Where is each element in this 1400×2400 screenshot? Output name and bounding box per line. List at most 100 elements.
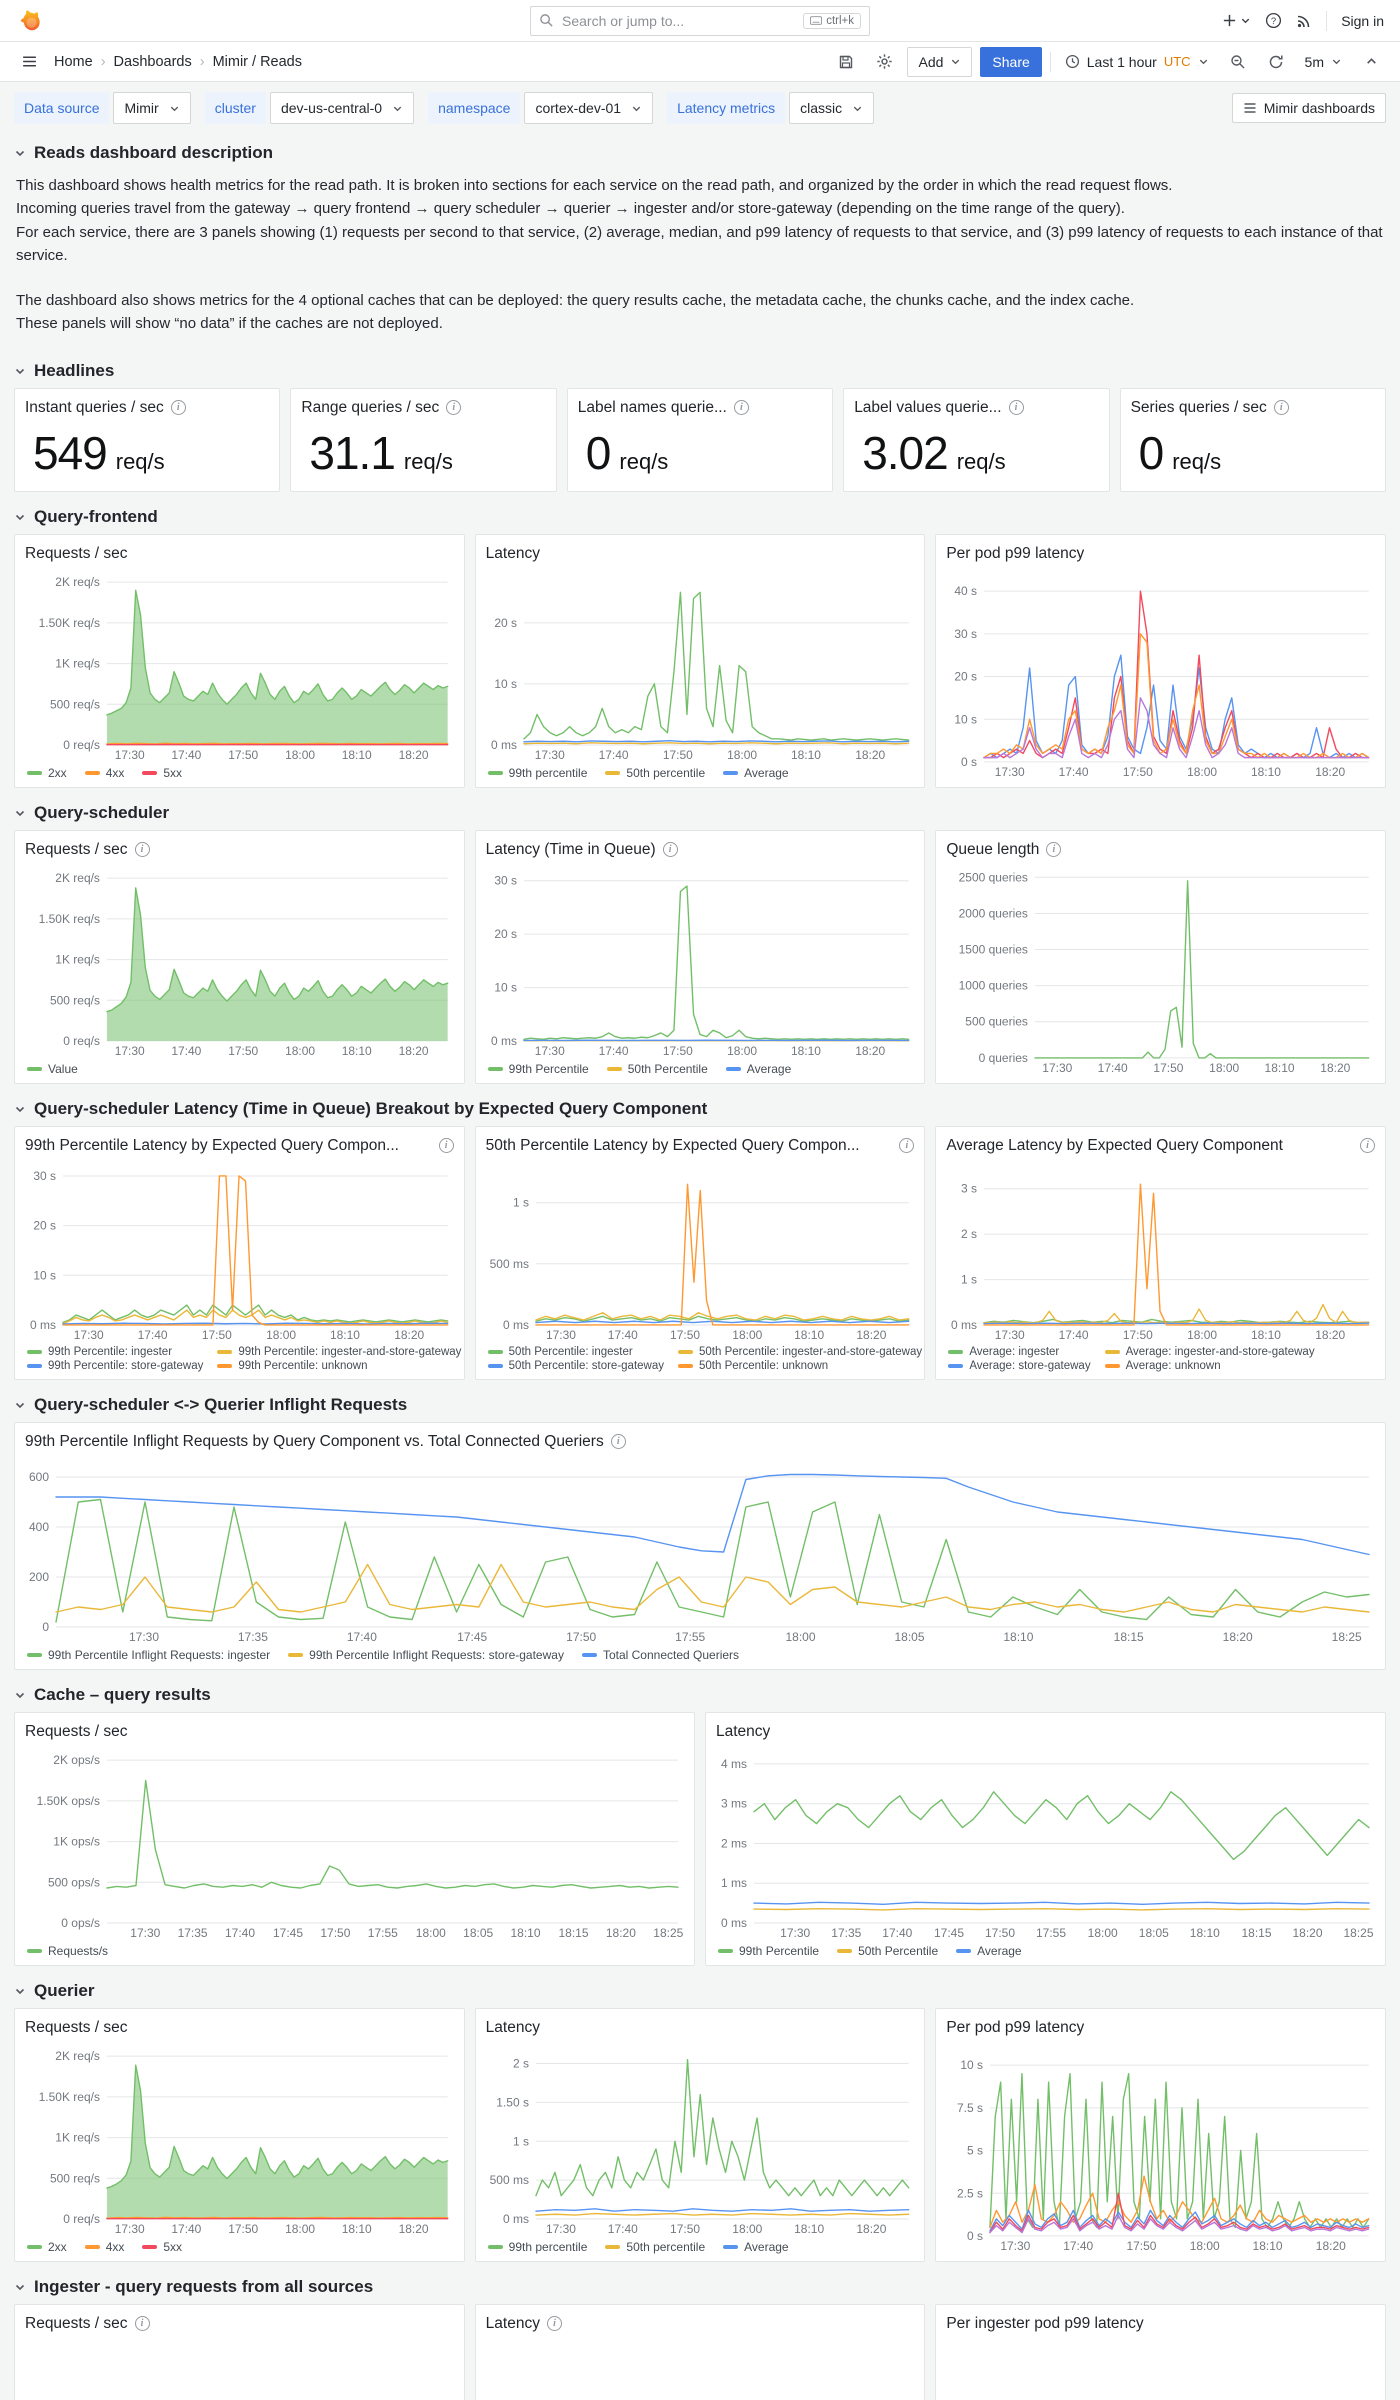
legend-item[interactable]: 99th Percentile <box>487 1062 589 1076</box>
info-icon[interactable]: i <box>134 842 150 857</box>
variable-label[interactable]: namespace <box>428 92 521 124</box>
panel-header[interactable]: Latency <box>485 2018 540 2036</box>
info-icon[interactable]: i <box>1008 400 1024 415</box>
info-icon[interactable]: i <box>446 400 462 415</box>
querier-latency-chart[interactable]: 0 ms 500 ms 1 s 1.50 s 2 s 17:30 17:40 17:50 18:… <box>486 2040 915 2237</box>
row-toggle-querier[interactable]: Querier <box>14 1974 1386 2008</box>
variable-label[interactable]: Latency metrics <box>667 92 786 124</box>
panel-header[interactable]: 99th Percentile Inflight Requests by Que… <box>25 1430 1375 1454</box>
save-dashboard-icon[interactable] <box>831 47 861 77</box>
legend-item[interactable]: 99th Percentile <box>718 1944 819 1958</box>
panel-header[interactable]: Instant queries / sec i <box>25 396 269 420</box>
variable-value-dropdown[interactable]: dev-us-central-0 <box>269 92 415 124</box>
legend-item[interactable]: 50th Percentile <box>606 1062 708 1076</box>
panel-header[interactable]: 99th Percentile Latency by Expected Quer… <box>25 1134 454 1158</box>
panel-header[interactable]: Queue length i <box>946 838 1375 862</box>
legend-item[interactable]: 50th Percentile: unknown <box>678 1360 922 1372</box>
legend-item[interactable]: Average: store-gateway <box>948 1360 1091 1372</box>
legend-item[interactable]: 99th Percentile Inflight Requests: inges… <box>27 1648 270 1662</box>
dashboard-settings-icon[interactable] <box>869 47 899 77</box>
panel-header[interactable]: Per pod p99 latency <box>946 2018 1085 2036</box>
legend-item[interactable]: 99th Percentile: ingester <box>27 1346 203 1358</box>
legend-item[interactable]: Average: ingester-and-store-gateway <box>1104 1346 1315 1358</box>
panel-header[interactable]: Requests / sec <box>25 1722 128 1740</box>
legend-item[interactable]: 50th Percentile: store-gateway <box>487 1360 664 1372</box>
variable-label[interactable]: cluster <box>204 92 266 124</box>
qf-pod-latency-chart[interactable]: 0 s 10 s 20 s 30 s 40 s 17:30 17:40 17:50 18:00 1… <box>946 566 1375 780</box>
legend-item[interactable]: 99th percentile <box>487 2240 587 2254</box>
legend-item[interactable]: 2xx <box>27 2240 67 2254</box>
legend-item[interactable]: Average: ingester <box>948 1346 1090 1358</box>
collapse-toolbar-icon[interactable] <box>1356 47 1386 77</box>
panel-header[interactable]: Latency <box>485 544 540 562</box>
panel-header[interactable]: Per pod p99 latency <box>946 544 1085 562</box>
qs-requests-chart[interactable]: 0 req/s 500 req/s 1K req/s 1.50K req/s 2K re… <box>25 862 454 1059</box>
legend-item[interactable]: 99th Percentile: store-gateway <box>27 1360 203 1372</box>
panel-header[interactable]: Label values querie... i <box>854 396 1098 420</box>
variable-value-dropdown[interactable]: cortex-dev-01 <box>524 92 654 124</box>
legend-item[interactable]: 50th percentile <box>605 2240 705 2254</box>
info-icon[interactable]: i <box>134 2316 150 2331</box>
legend-item[interactable]: 4xx <box>84 766 124 780</box>
panel-header[interactable]: Range queries / sec i <box>301 396 545 420</box>
breadcrumb-home[interactable]: Home <box>54 53 93 70</box>
row-toggle-headlines[interactable]: Headlines <box>14 354 1386 388</box>
info-icon[interactable]: i <box>1273 400 1289 415</box>
time-range-picker[interactable]: Last 1 hour UTC <box>1059 47 1215 77</box>
legend-item[interactable]: Value <box>27 1062 78 1076</box>
info-icon[interactable]: i <box>170 400 186 415</box>
inflight-chart[interactable]: 0 200 400 600 17:30 17:35 17:40 17:45 17:50 17:55… <box>25 1454 1375 1645</box>
legend-item[interactable]: Average: unknown <box>1104 1360 1315 1372</box>
row-toggle-breakout[interactable]: Query-scheduler Latency (Time in Queue) … <box>14 1092 1386 1126</box>
info-icon[interactable]: i <box>610 1434 626 1449</box>
panel-header[interactable]: Latency <box>716 1722 771 1740</box>
info-icon[interactable]: i <box>1359 1138 1375 1153</box>
panel-header[interactable]: Requests / sec <box>25 2018 128 2036</box>
legend-item[interactable]: 5xx <box>142 766 182 780</box>
info-icon[interactable]: i <box>733 400 749 415</box>
cache-latency-chart[interactable]: 0 ms 1 ms 2 ms 3 ms 4 ms 17:30 17:35 17:40 17:45… <box>716 1744 1375 1941</box>
help-icon[interactable]: ? <box>1265 12 1282 29</box>
brk50-chart[interactable]: 0 ms 500 ms 1 s 17:30 17:40 17:50 18:00 18:10 18… <box>486 1158 915 1343</box>
search-input[interactable]: Search or jump to... ctrl+k <box>530 5 870 36</box>
info-icon[interactable]: i <box>899 1138 915 1153</box>
legend-item[interactable]: 2xx <box>27 766 67 780</box>
panel-header[interactable]: Requests / sec i <box>25 2312 454 2336</box>
querier-requests-chart[interactable]: 0 req/s 500 req/s 1K req/s 1.50K req/s 2K re… <box>25 2040 454 2237</box>
refresh-icon[interactable] <box>1261 47 1291 77</box>
legend-item[interactable]: Average <box>956 1944 1022 1958</box>
legend-item[interactable]: 50th Percentile <box>837 1944 938 1958</box>
panel-header[interactable]: Requests / sec i <box>25 838 454 862</box>
panel-header[interactable]: Requests / sec <box>25 544 128 562</box>
legend-item[interactable]: 99th Percentile Inflight Requests: store… <box>288 1648 564 1662</box>
legend-item[interactable]: Average <box>725 1062 791 1076</box>
brkavg-chart[interactable]: 0 ms 1 s 2 s 3 s 17:30 17:40 17:50 18:00 18:10 18… <box>946 1158 1375 1343</box>
legend-item[interactable]: 99th Percentile: unknown <box>217 1360 461 1372</box>
qs-latency-chart[interactable]: 0 ms 10 s 20 s 30 s 17:30 17:40 17:50 18:00 18:1… <box>486 862 915 1059</box>
panel-header[interactable]: Per ingester pod p99 latency <box>946 2314 1144 2332</box>
qf-requests-chart[interactable]: 0 req/s 500 req/s 1K req/s 1.50K req/s 2K re… <box>25 566 454 763</box>
info-icon[interactable]: i <box>1046 842 1062 857</box>
row-toggle-inflight[interactable]: Query-scheduler <-> Querier Inflight Req… <box>14 1388 1386 1422</box>
panel-header[interactable]: Latency (Time in Queue) i <box>486 838 915 862</box>
legend-item[interactable]: 50th percentile <box>605 766 705 780</box>
legend-item[interactable]: 99th percentile <box>487 766 587 780</box>
qf-latency-chart[interactable]: 0 ms 10 s 20 s 17:30 17:40 17:50 18:00 18:10 18:… <box>486 566 915 763</box>
variable-value-dropdown[interactable]: Mimir <box>113 92 191 124</box>
zoom-out-icon[interactable] <box>1223 47 1253 77</box>
info-icon[interactable]: i <box>546 2316 562 2331</box>
legend-item[interactable]: Average <box>723 2240 789 2254</box>
news-rss-icon[interactable] <box>1296 13 1312 29</box>
mimir-dashboards-button[interactable]: Mimir dashboards <box>1231 93 1386 123</box>
panel-header[interactable]: Latency i <box>486 2312 915 2336</box>
row-toggle-query-scheduler[interactable]: Query-scheduler <box>14 796 1386 830</box>
panel-header[interactable]: Label names querie... i <box>578 396 822 420</box>
refresh-interval-picker[interactable]: 5m <box>1299 47 1348 77</box>
grafana-logo[interactable] <box>16 7 43 34</box>
add-button[interactable]: Add <box>907 46 973 77</box>
row-toggle-description[interactable]: Reads dashboard description <box>14 136 1386 170</box>
new-menu-button[interactable] <box>1222 13 1251 28</box>
qs-queue-length-chart[interactable]: 0 queries 500 queries 1000 queries 1500 que… <box>946 862 1375 1076</box>
panel-header[interactable]: Average Latency by Expected Query Compon… <box>946 1134 1375 1158</box>
panel-header[interactable]: Series queries / sec i <box>1131 396 1375 420</box>
